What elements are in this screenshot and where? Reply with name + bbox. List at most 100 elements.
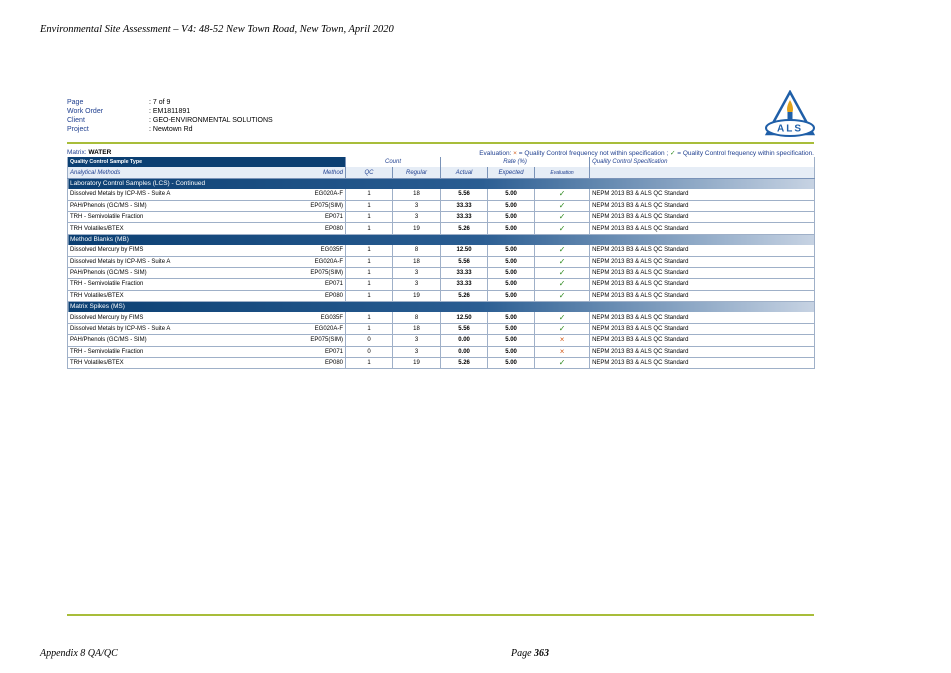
cell-regular: 19 xyxy=(392,222,441,235)
rate-header: Rate (%) xyxy=(440,157,590,168)
cell-regular: 18 xyxy=(392,323,441,336)
cell-expected: 5.00 xyxy=(487,211,535,224)
qc-header: QC xyxy=(345,167,393,179)
cell-regular: 3 xyxy=(392,346,441,359)
spec-subheader xyxy=(589,167,815,179)
document-header: Environmental Site Assessment – V4: 48-5… xyxy=(40,24,394,35)
check-icon: ✓ xyxy=(534,245,590,257)
cell-qc: 1 xyxy=(345,200,393,212)
cell-method: EP080 xyxy=(239,357,346,370)
table-row: PAH/Phenols (GC/MS - SIM) EP075(SIM) 1 3 33.… xyxy=(67,267,815,280)
meta-label: Work Order xyxy=(67,108,104,115)
cell-qc: 1 xyxy=(345,222,393,235)
meta-value: : 7 of 9 xyxy=(149,99,171,106)
section-header-row: Laboratory Control Samples (LCS) - Conti… xyxy=(67,178,815,190)
cell-qc: 1 xyxy=(345,290,393,303)
cell-actual: 5.26 xyxy=(440,290,488,303)
check-icon: ✓ xyxy=(534,267,590,280)
cell-expected: 5.00 xyxy=(487,256,535,268)
cell-expected: 5.00 xyxy=(487,357,535,370)
cell-actual: 5.26 xyxy=(440,222,488,235)
cell-analyte: TRH - Semivolatile Fraction xyxy=(67,346,240,359)
cell-qc: 1 xyxy=(345,278,393,291)
appendix-label: Appendix 8 QA/QC xyxy=(40,648,118,659)
cell-actual: 33.33 xyxy=(440,200,488,212)
cell-qc: 1 xyxy=(345,357,393,370)
cell-expected: 5.00 xyxy=(487,189,535,201)
x-icon: × xyxy=(513,150,517,157)
matrix-label-text: Matrix: xyxy=(67,149,87,156)
cell-regular: 8 xyxy=(392,312,441,324)
table-subheader-row: Analytical Methods Method QC Regular Act… xyxy=(67,167,815,179)
cell-qc: 1 xyxy=(345,323,393,336)
cell-expected: 5.00 xyxy=(487,222,535,235)
cell-actual: 12.50 xyxy=(440,245,488,257)
matrix-label: Matrix: WATER xyxy=(67,149,111,156)
cell-analyte: Dissolved Metals by ICP-MS - Suite A xyxy=(67,189,240,201)
cell-analyte: Dissolved Metals by ICP-MS - Suite A xyxy=(67,256,240,268)
cell-actual: 5.56 xyxy=(440,189,488,201)
cell-qc: 1 xyxy=(345,245,393,257)
cell-analyte: Dissolved Mercury by FIMS xyxy=(67,312,240,324)
x-icon: × xyxy=(534,346,590,359)
check-icon: ✓ xyxy=(669,150,676,157)
cell-regular: 19 xyxy=(392,357,441,370)
cell-actual: 33.33 xyxy=(440,211,488,224)
meta-label: Page xyxy=(67,99,84,106)
cell-spec: NEPM 2013 B3 & ALS QC Standard xyxy=(589,323,815,336)
meta-row-work-order: Work Order : EM1811891 xyxy=(67,107,273,116)
check-icon: ✓ xyxy=(534,323,590,336)
cell-regular: 3 xyxy=(392,267,441,280)
cell-actual: 5.56 xyxy=(440,323,488,336)
cell-qc: 1 xyxy=(345,312,393,324)
page-label: Page xyxy=(511,648,535,659)
cell-actual: 5.26 xyxy=(440,357,488,370)
regular-header: Regular xyxy=(392,167,441,179)
page-value: 363 xyxy=(534,648,550,659)
meta-value: : Newtown Rd xyxy=(149,126,193,133)
table-row: TRH - Semivolatile Fraction EP071 1 3 33.33 5… xyxy=(67,278,815,291)
cell-actual: 0.00 xyxy=(440,346,488,359)
meta-value: : EM1811891 xyxy=(149,108,191,115)
cell-regular: 3 xyxy=(392,200,441,212)
cell-qc: 1 xyxy=(345,267,393,280)
table-row: PAH/Phenols (GC/MS - SIM) EP075(SIM) 1 3 33.… xyxy=(67,200,815,212)
cell-analyte: PAH/Phenols (GC/MS - SIM) xyxy=(67,200,240,212)
cell-expected: 5.00 xyxy=(487,312,535,324)
table-row: TRH Volatiles/BTEX EP080 1 19 5.26 5.00 ✓ NEPM … xyxy=(67,290,815,303)
cell-spec: NEPM 2013 B3 & ALS QC Standard xyxy=(589,346,815,359)
cell-actual: 5.56 xyxy=(440,256,488,268)
cell-spec: NEPM 2013 B3 & ALS QC Standard xyxy=(589,189,815,201)
cell-actual: 12.50 xyxy=(440,312,488,324)
cell-analyte: TRH Volatiles/BTEX xyxy=(67,357,240,370)
expected-header: Expected xyxy=(487,167,535,179)
cell-spec: NEPM 2013 B3 & ALS QC Standard xyxy=(589,334,815,347)
cell-expected: 5.00 xyxy=(487,290,535,303)
table-header-row: Quality Control Sample Type Count Rate (… xyxy=(67,157,815,168)
evaluation-legend: Evaluation: × = Quality Control frequenc… xyxy=(479,149,814,157)
table-row: Dissolved Metals by ICP-MS - Suite A EG02… xyxy=(67,323,815,336)
cell-analyte: PAH/Phenols (GC/MS - SIM) xyxy=(67,334,240,347)
table-row: TRH - Semivolatile Fraction EP071 1 3 33.33 5… xyxy=(67,211,815,224)
meta-row-page: Page : 7 of 9 xyxy=(67,98,273,107)
footer-rule xyxy=(67,614,814,616)
cell-spec: NEPM 2013 B3 & ALS QC Standard xyxy=(589,200,815,212)
cell-analyte: PAH/Phenols (GC/MS - SIM) xyxy=(67,267,240,280)
cell-method: EP080 xyxy=(239,290,346,303)
cell-expected: 5.00 xyxy=(487,346,535,359)
legend-x-text: = Quality Control frequency not within s… xyxy=(516,150,670,157)
cell-method: EG020A-F xyxy=(239,256,346,268)
cell-method: EP075(SIM) xyxy=(239,334,346,347)
check-icon: ✓ xyxy=(534,312,590,324)
analytical-methods-header: Analytical Methods xyxy=(67,167,240,179)
cell-expected: 5.00 xyxy=(487,267,535,280)
cell-method: EP075(SIM) xyxy=(239,267,346,280)
header-rule xyxy=(67,142,814,144)
method-header: Method xyxy=(239,167,346,179)
cell-analyte: Dissolved Metals by ICP-MS - Suite A xyxy=(67,323,240,336)
cell-method: EG035F xyxy=(239,245,346,257)
cell-spec: NEPM 2013 B3 & ALS QC Standard xyxy=(589,211,815,224)
cell-qc: 0 xyxy=(345,346,393,359)
cell-spec: NEPM 2013 B3 & ALS QC Standard xyxy=(589,256,815,268)
check-icon: ✓ xyxy=(534,290,590,303)
